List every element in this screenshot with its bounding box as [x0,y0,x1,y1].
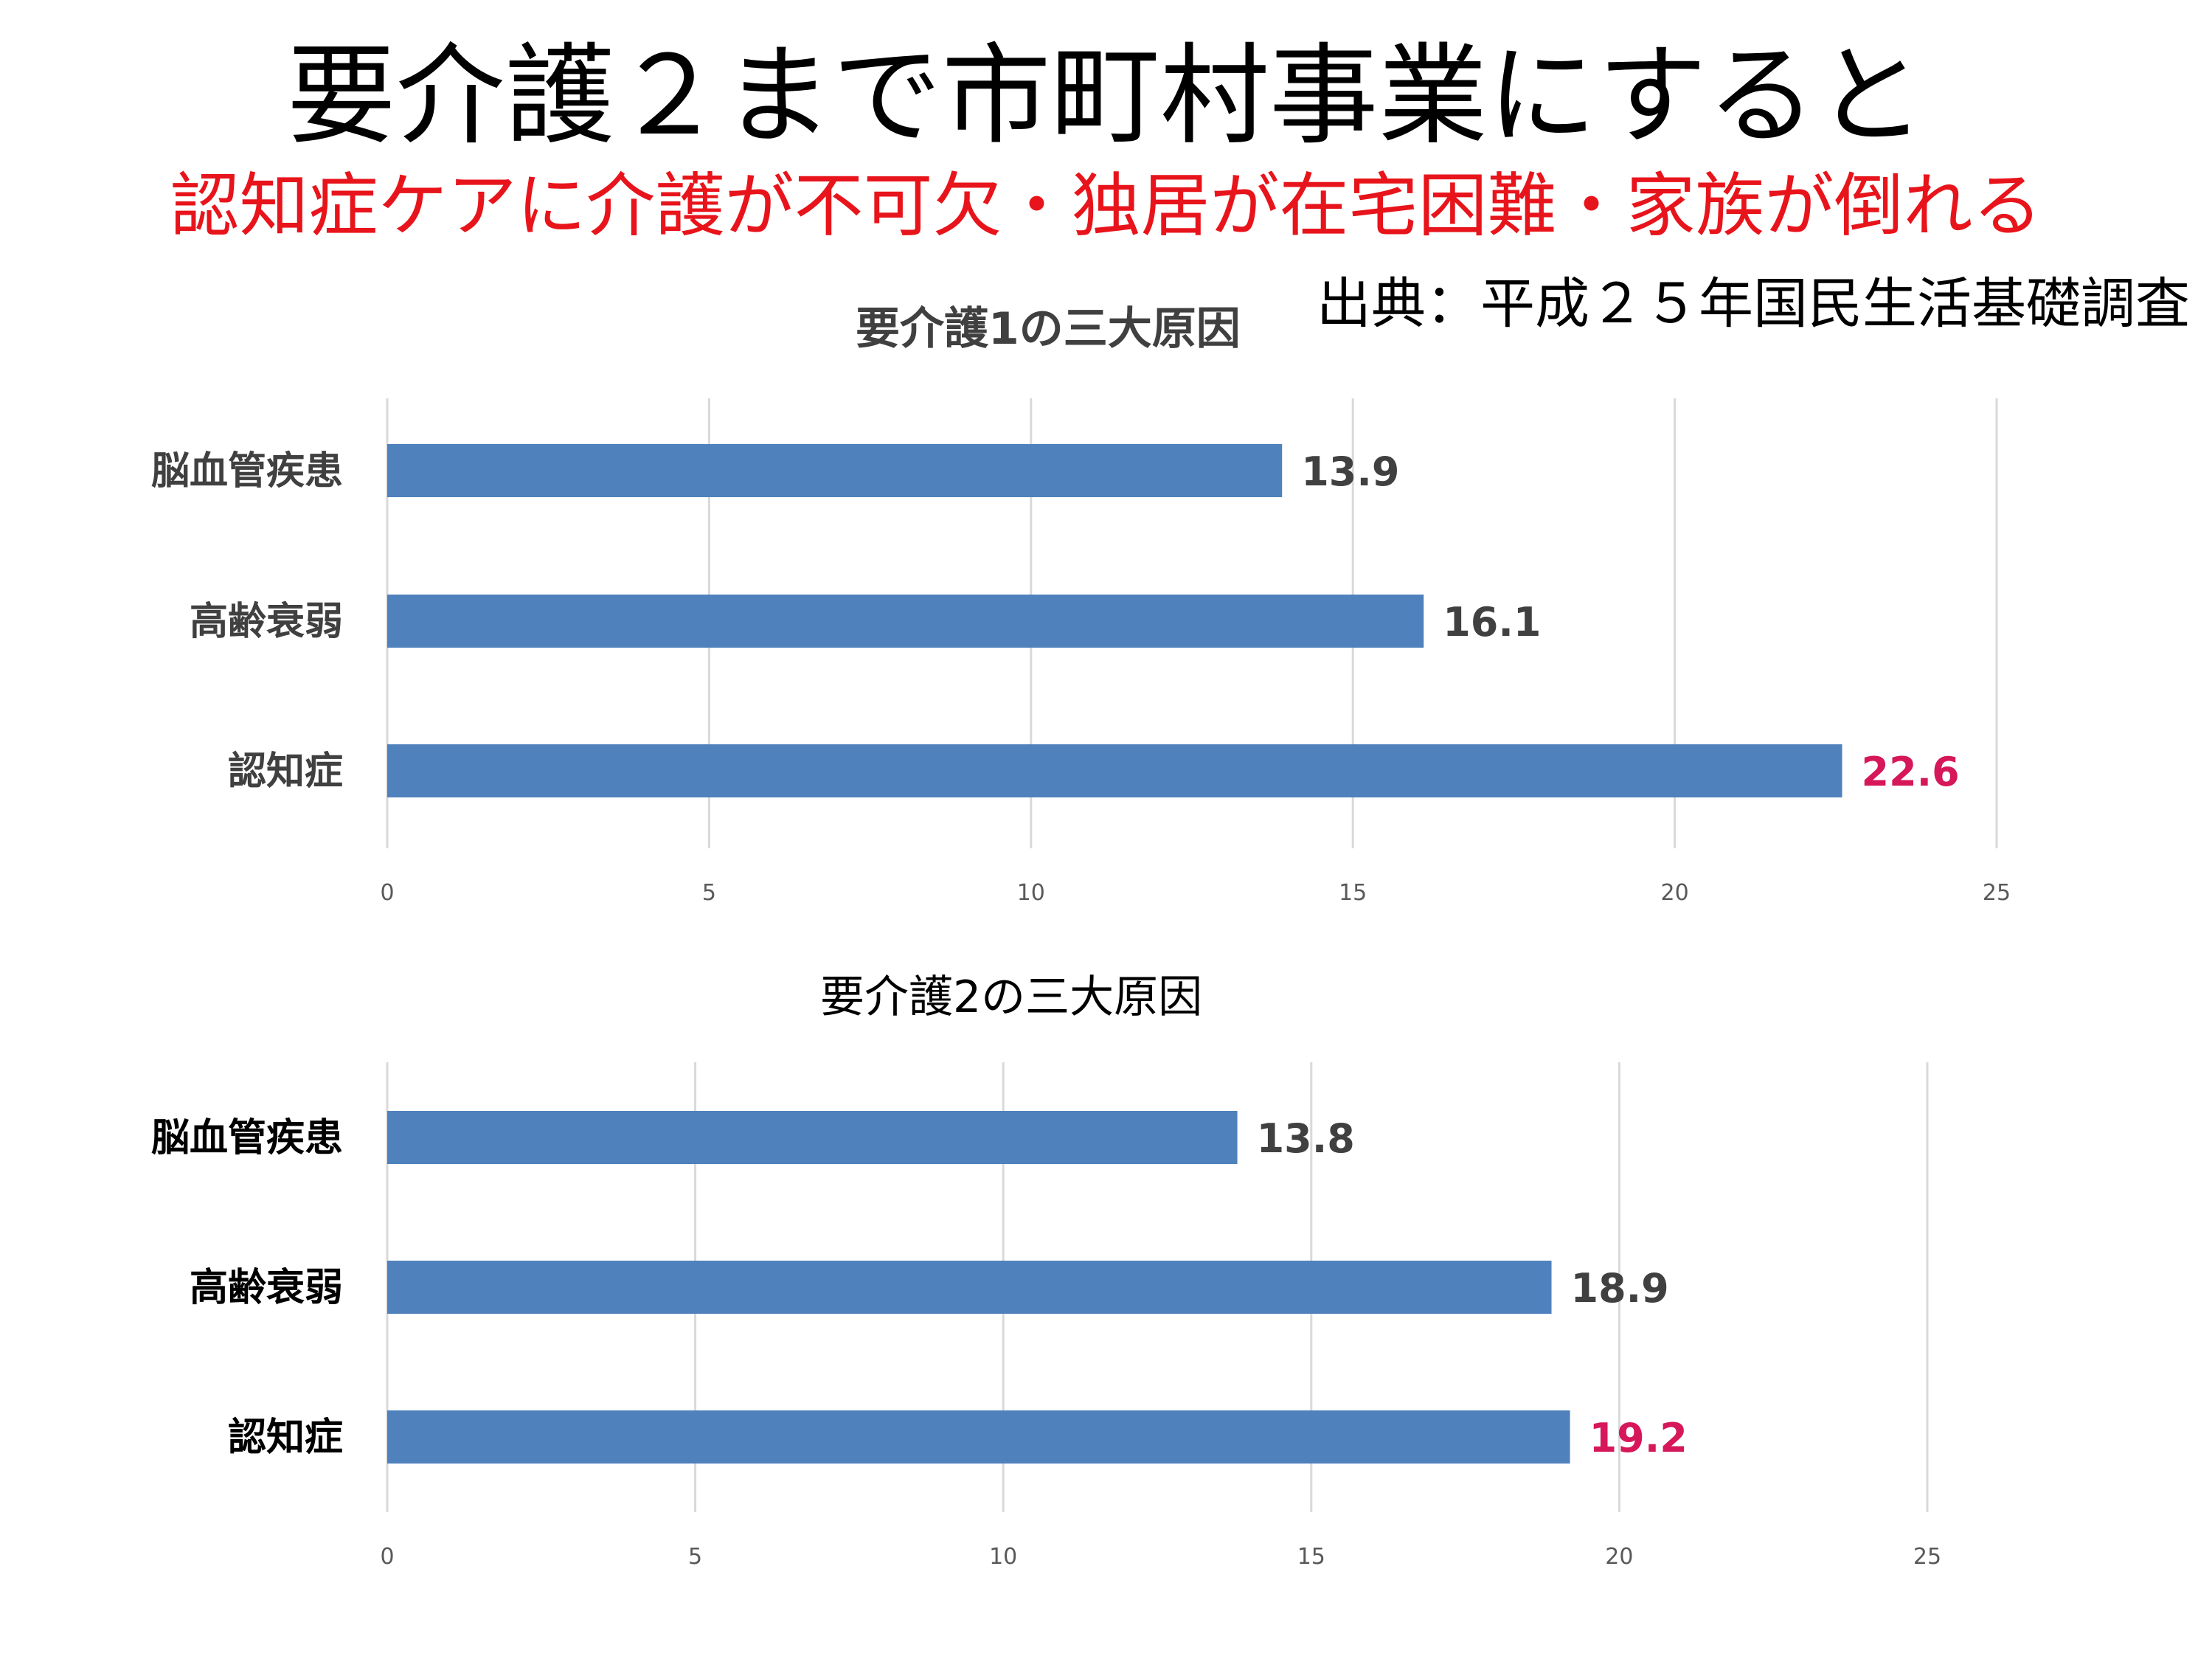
chart2-category-label: 認知症 [228,1416,343,1460]
chart2-category-label: 高齢衰弱 [190,1266,343,1310]
chart1-category-label: 脳血管疾患 [151,449,343,493]
page-title: 要介護２まで市町村事業にすると [286,32,1926,159]
page-subtitle: 認知症ケアに介護が不可欠・独居が在宅困難・家族が倒れる [170,166,2042,246]
chart2-x-tick-label: 15 [1297,1544,1325,1570]
chart1-x-tick-label: 10 [1017,880,1045,906]
chart1-title: 要介護1の三大原因 [856,303,1241,355]
chart2-bar-chart: 0 5 10 15 20 25 脳血管疾患 13.8 高齢衰弱 18.9 認知症 19.2 [151,1062,1941,1570]
chart2-x-tick-label: 20 [1605,1544,1633,1570]
chart2-bar [387,1261,1552,1314]
chart1-category-label: 高齢衰弱 [190,600,343,644]
chart1-x-tick-label: 20 [1661,880,1689,906]
chart2-x-tick-label: 0 [380,1544,394,1570]
chart2-x-tick-label: 5 [688,1544,702,1570]
chart1-bar [387,595,1424,648]
chart1-value-label: 22.6 [1862,749,1960,795]
chart2-x-tick-label: 10 [989,1544,1017,1570]
chart2-value-label: 19.2 [1589,1415,1688,1461]
chart1-value-label: 16.1 [1443,599,1541,645]
chart1-x-tick-label: 15 [1339,880,1367,906]
chart2-bar [387,1111,1238,1164]
chart2-category-label: 脳血管疾患 [151,1116,343,1160]
chart1-x-tick-label: 25 [1983,880,2011,906]
chart2-value-label: 13.8 [1257,1115,1355,1162]
chart1-x-tick-label: 0 [380,880,394,906]
source-note: 出典：平成２５年国民生活基礎調査 [1317,272,2190,336]
chart1-category-label: 認知症 [228,749,343,794]
chart1-bar-chart: 0 5 10 15 20 25 脳血管疾患 13.9 高齢衰弱 16.1 認知症 22.6 [151,398,2011,906]
chart2-title: 要介護2の三大原因 [820,971,1203,1023]
chart1-bar [387,444,1283,497]
chart1-value-label: 13.9 [1301,448,1399,495]
chart2-value-label: 18.9 [1571,1265,1669,1312]
chart2-x-tick-label: 25 [1913,1544,1941,1570]
chart2-bar [387,1410,1570,1464]
chart1-bar [387,744,1842,797]
chart1-x-tick-label: 5 [702,880,716,906]
